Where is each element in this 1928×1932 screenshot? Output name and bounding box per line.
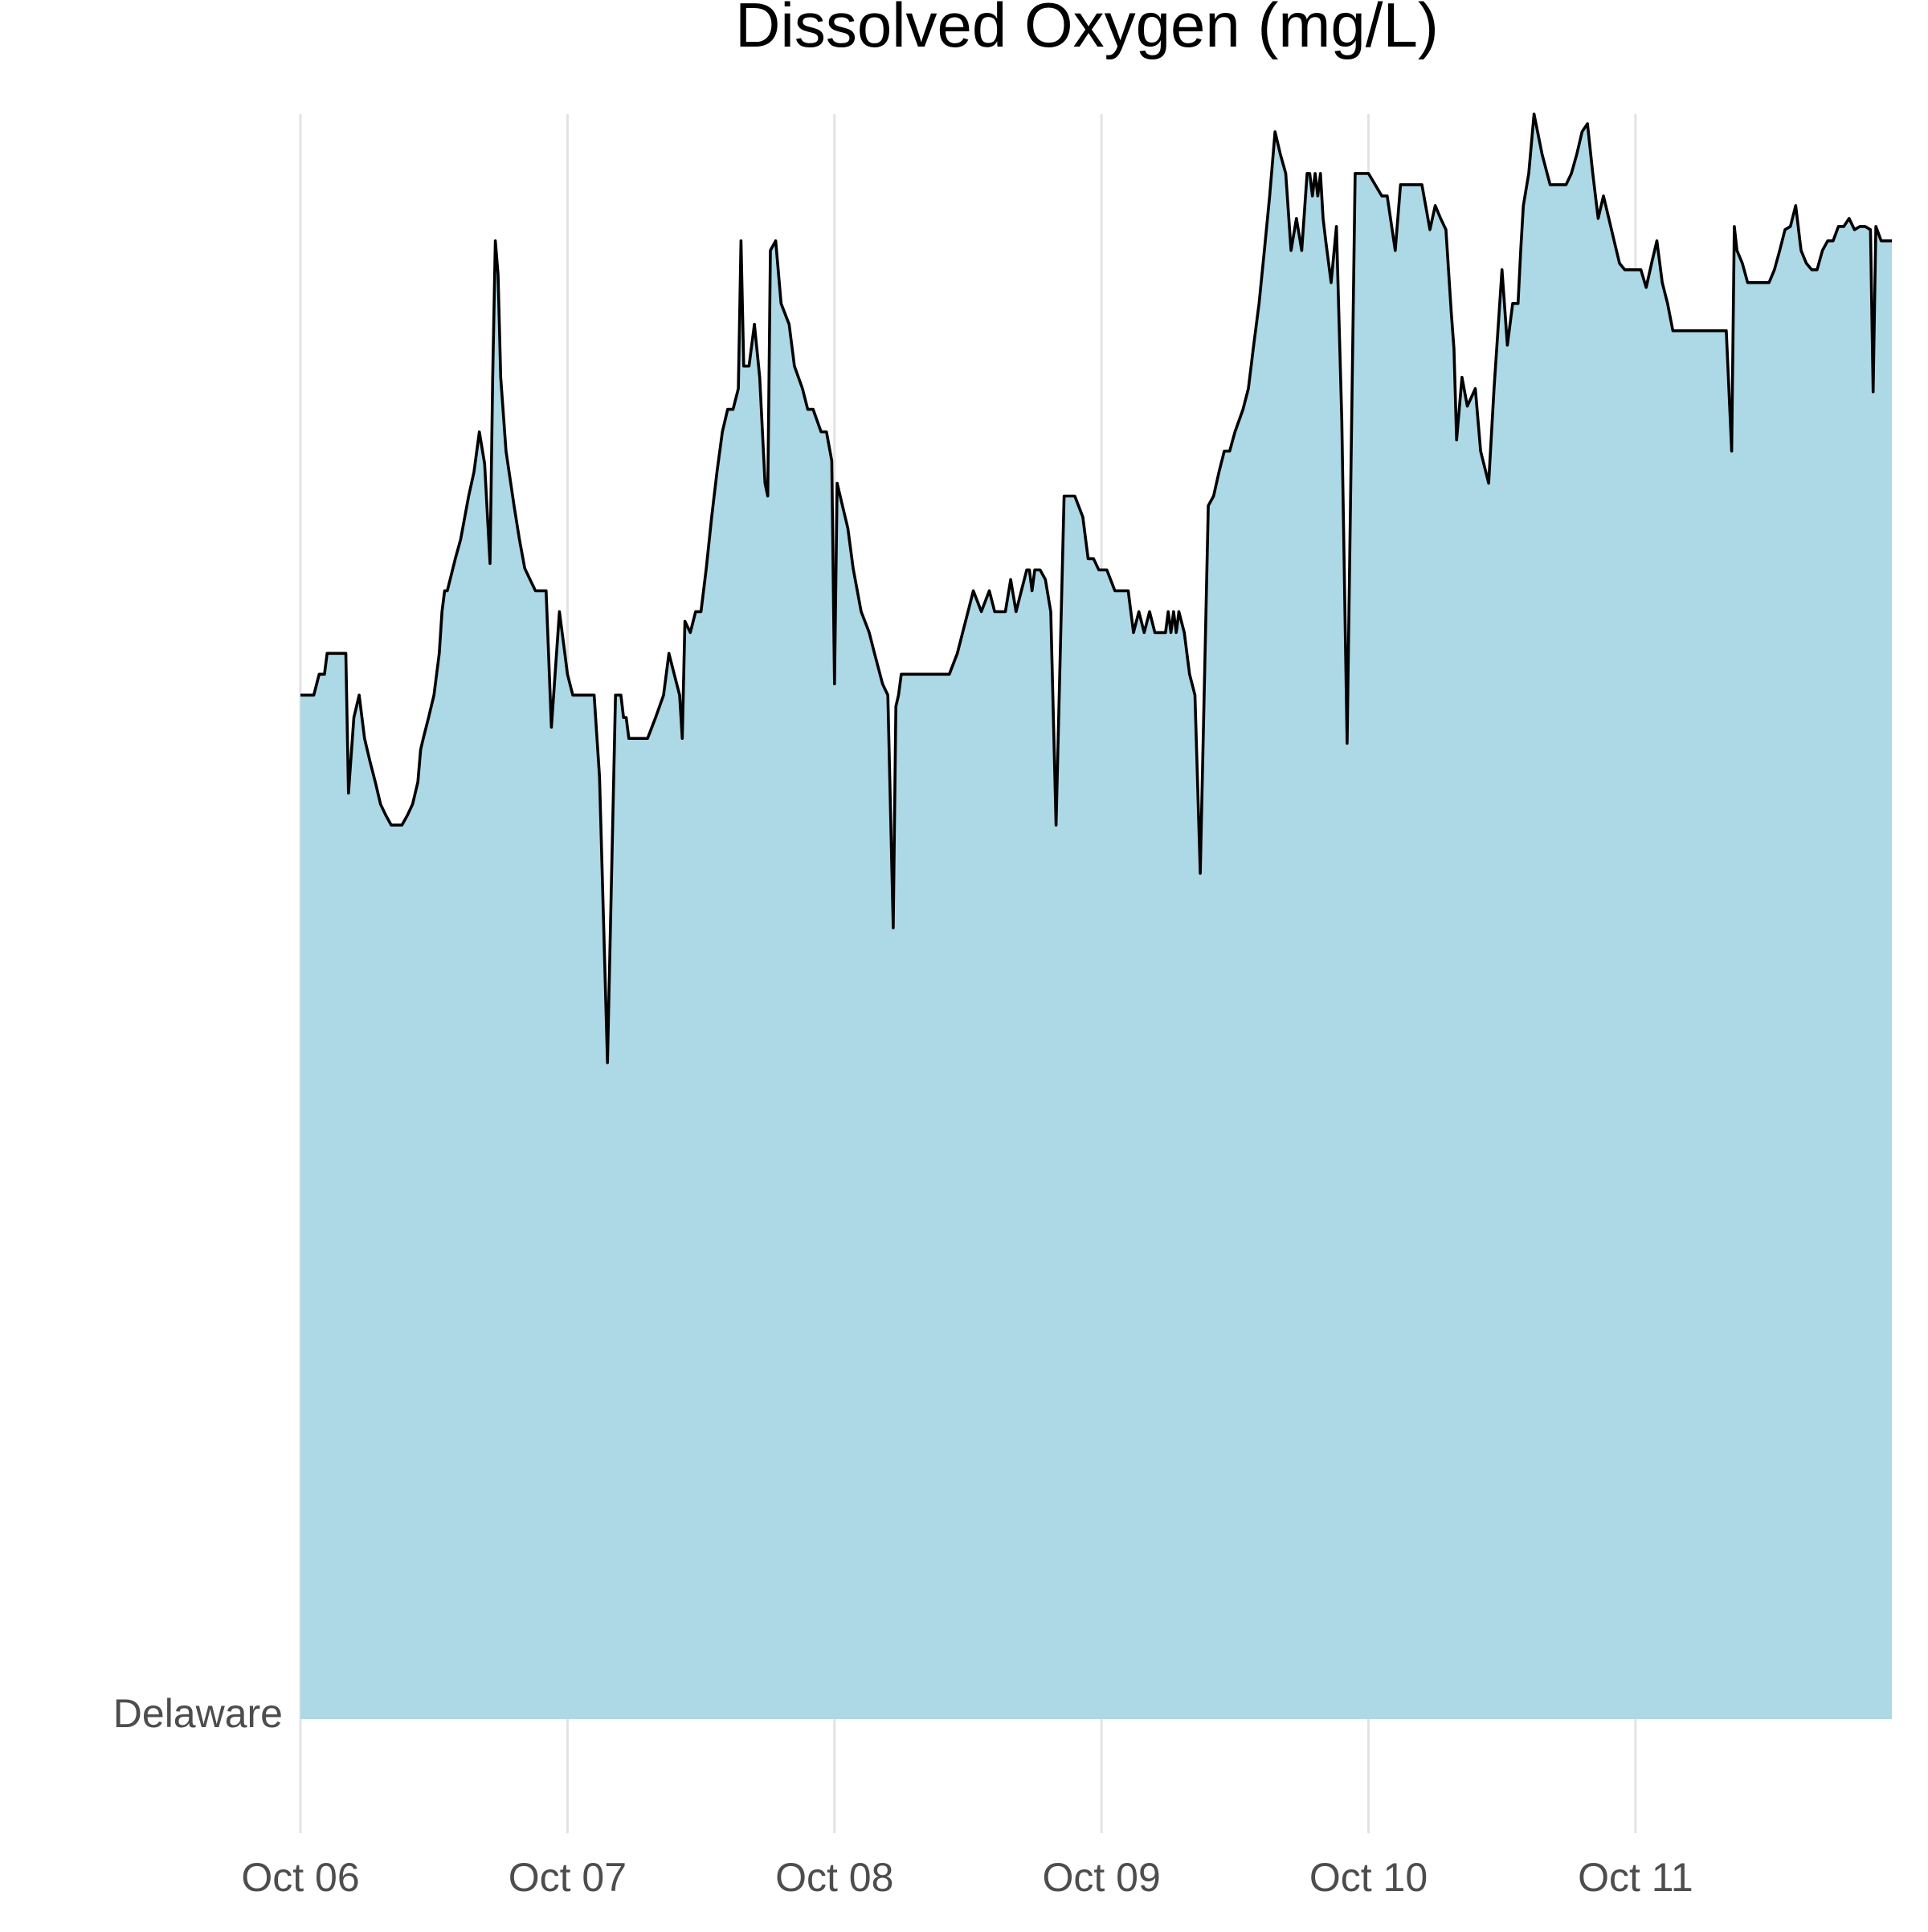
x-tick-label: Oct 09 [1042, 1855, 1160, 1900]
y-category-label: Delaware [113, 1691, 283, 1736]
series-area [300, 114, 1892, 1719]
x-tick-label: Oct 08 [775, 1855, 893, 1900]
series-line [300, 112, 1892, 1064]
chart-title: Dissolved Oxygen (mg/L) [735, 0, 1439, 60]
x-tick-label: Oct 06 [241, 1855, 359, 1900]
x-tick-label: Oct 11 [1578, 1855, 1693, 1900]
x-axis-ticks: Oct 06 Oct 07 Oct 08 Oct 09 Oct 10 Oct 11 [241, 1855, 1693, 1900]
x-tick-label: Oct 07 [509, 1855, 627, 1900]
x-tick-label: Oct 10 [1309, 1855, 1428, 1900]
